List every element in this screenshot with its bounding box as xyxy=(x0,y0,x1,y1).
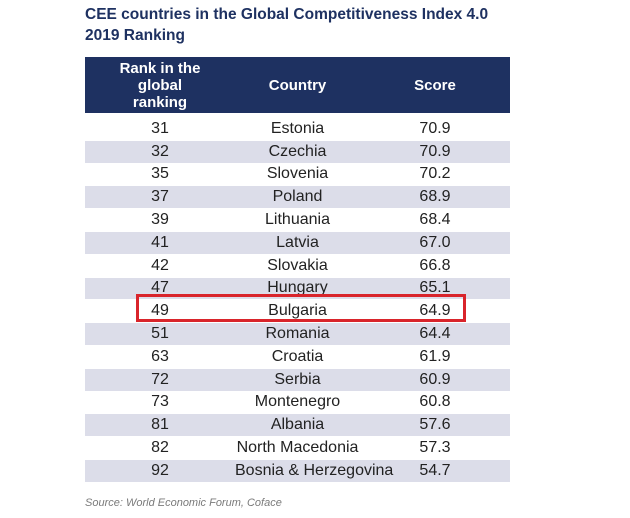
score-cell: 57.3 xyxy=(419,439,451,457)
table-title: CEE countries in the Global Competitiven… xyxy=(85,6,489,44)
score-cell: 60.9 xyxy=(419,370,451,388)
score-cell: 61.9 xyxy=(419,347,451,365)
country-cell: Latvia xyxy=(276,233,319,251)
table-row: 37 Poland 68.9 xyxy=(85,186,510,210)
rank-cell: 41 xyxy=(151,233,169,251)
country-cell: Hungary xyxy=(267,279,328,297)
table-row: 72 Serbia 60.9 xyxy=(85,368,510,392)
rank-cell: 82 xyxy=(151,439,169,457)
rank-cell: 39 xyxy=(151,211,169,229)
score-cell: 57.6 xyxy=(419,416,451,434)
column-header-score: Score xyxy=(414,76,456,94)
score-cell: 64.9 xyxy=(419,302,451,320)
country-cell: Bosnia & Herzegovina xyxy=(235,461,394,479)
rank-cell: 51 xyxy=(151,325,169,343)
table-row: 81 Albania 57.6 xyxy=(85,414,510,438)
rank-cell: 92 xyxy=(151,461,169,479)
table-row: 39 Lithuania 68.4 xyxy=(85,209,510,232)
table-row: 35 Slovenia 70.2 xyxy=(85,164,510,187)
score-cell: 70.9 xyxy=(419,119,451,137)
rank-cell: 32 xyxy=(151,142,169,160)
rank-cell: 49 xyxy=(151,302,169,320)
rank-cell: 63 xyxy=(151,347,169,365)
table-body: 31 Estonia 70.9 32 Czechia 70.9 35 Slovenia 70.2… xyxy=(85,118,510,483)
table-row: 41 Latvia 67.0 xyxy=(85,231,510,255)
rank-cell: 42 xyxy=(151,256,169,274)
column-header-rank: Rank in the global ranking xyxy=(119,59,201,111)
score-cell: 68.9 xyxy=(419,188,451,206)
rank-cell: 73 xyxy=(151,393,169,411)
rank-cell: 35 xyxy=(151,165,169,183)
rank-cell: 37 xyxy=(151,188,169,206)
score-cell: 60.8 xyxy=(419,393,451,411)
table-row: 47 Hungary 65.1 xyxy=(85,277,510,301)
score-cell: 64.4 xyxy=(419,325,451,343)
country-cell: Croatia xyxy=(271,347,324,365)
table-row: 42 Slovakia 66.8 xyxy=(85,255,510,278)
country-cell: North Macedonia xyxy=(236,439,359,457)
table-row: 92 Bosnia & Herzegovina 54.7 xyxy=(85,459,510,483)
rank-cell: 47 xyxy=(151,279,169,297)
ranking-table: Rank in the global ranking Country Score… xyxy=(85,57,510,483)
source-note: Source: World Economic Forum, Coface xyxy=(85,497,282,509)
score-cell: 70.9 xyxy=(419,142,451,160)
score-cell: 70.2 xyxy=(419,165,451,183)
country-cell: Montenegro xyxy=(254,393,341,411)
table-row: 82 North Macedonia 57.3 xyxy=(85,437,510,460)
table-row: 49 Bulgaria 64.9 xyxy=(85,300,510,324)
country-cell: Bulgaria xyxy=(268,302,327,320)
country-cell: Slovakia xyxy=(267,256,328,274)
rank-cell: 72 xyxy=(151,370,169,388)
score-cell: 65.1 xyxy=(419,279,451,297)
country-cell: Estonia xyxy=(270,119,325,137)
score-cell: 54.7 xyxy=(419,461,451,479)
table-row: 32 Czechia 70.9 xyxy=(85,140,510,164)
table-row: 31 Estonia 70.9 xyxy=(85,118,510,141)
country-cell: Slovenia xyxy=(266,165,329,183)
score-cell: 66.8 xyxy=(419,256,451,274)
table-row: 73 Montenegro 60.8 xyxy=(85,392,510,415)
table-header: Rank in the global ranking Country Score xyxy=(85,57,510,113)
country-cell: Romania xyxy=(265,325,330,343)
table-row: 51 Romania 64.4 xyxy=(85,323,510,346)
country-cell: Czechia xyxy=(268,142,327,160)
score-cell: 67.0 xyxy=(419,233,451,251)
score-cell: 68.4 xyxy=(419,211,451,229)
country-cell: Albania xyxy=(270,416,325,434)
country-cell: Serbia xyxy=(274,370,321,388)
rank-cell: 81 xyxy=(151,416,169,434)
table-row: 63 Croatia 61.9 xyxy=(85,346,510,369)
country-cell: Poland xyxy=(272,188,323,206)
column-header-country: Country xyxy=(268,76,327,94)
country-cell: Lithuania xyxy=(265,211,330,229)
rank-cell: 31 xyxy=(151,119,169,137)
